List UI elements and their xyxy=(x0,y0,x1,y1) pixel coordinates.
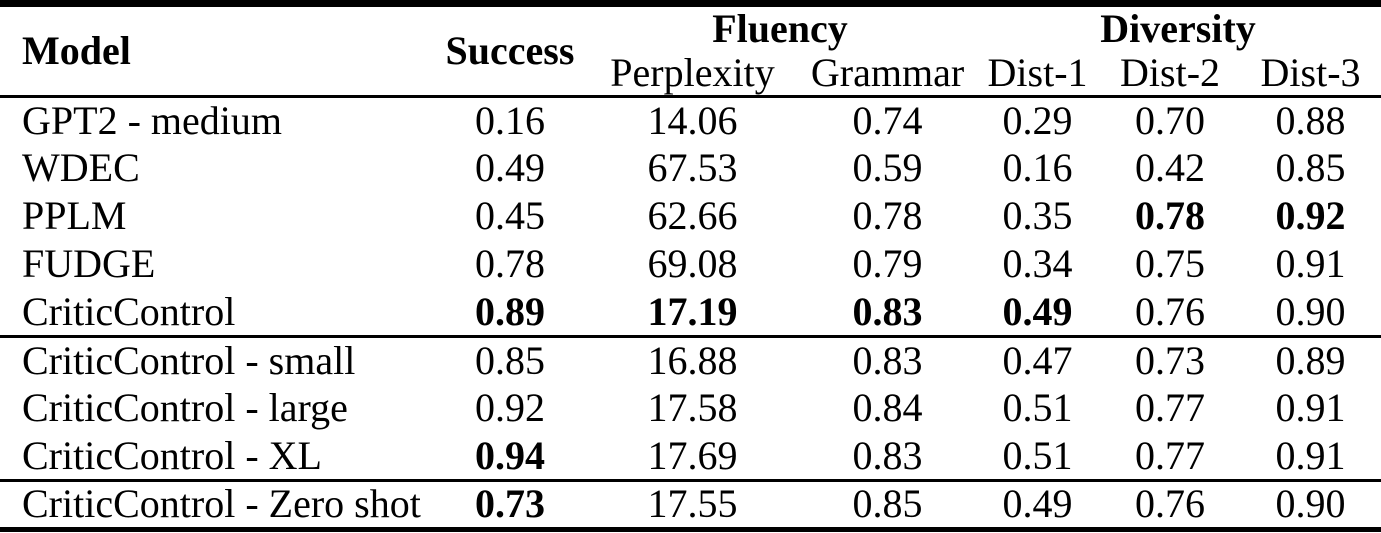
metric-value-cell: 0.76 xyxy=(1135,481,1206,527)
metric-value-cell: 0.35 xyxy=(1002,193,1073,239)
metric-value-cell: 17.19 xyxy=(647,288,738,334)
metric-value-cell: 67.53 xyxy=(647,145,738,191)
metric-value-cell: 0.16 xyxy=(475,98,545,144)
model-name-cell: FUDGE xyxy=(22,241,156,287)
table-row: FUDGE 0.78 69.08 0.79 0.34 0.75 0.91 xyxy=(0,240,1381,288)
col-header-success: Success xyxy=(445,28,575,73)
col-header-perplexity: Perplexity xyxy=(610,50,775,95)
metric-value-cell: 0.85 xyxy=(1275,145,1346,191)
metric-value-cell: 0.51 xyxy=(1002,385,1073,431)
metric-value-cell: 0.92 xyxy=(475,385,545,431)
metric-value-cell: 0.90 xyxy=(1275,481,1346,527)
metric-value-cell: 0.74 xyxy=(852,98,923,144)
metric-value-cell: 0.83 xyxy=(852,288,923,334)
col-header-dist2: Dist-2 xyxy=(1120,50,1221,95)
metric-value-cell: 0.89 xyxy=(1275,338,1346,384)
model-name-cell: CriticControl - XL xyxy=(22,432,322,478)
metric-value-cell: 0.85 xyxy=(852,481,923,527)
col-group-diversity: Diversity xyxy=(1100,6,1256,51)
metric-value-cell: 17.55 xyxy=(647,481,738,527)
table-row: PPLM 0.45 62.66 0.78 0.35 0.78 0.92 xyxy=(0,192,1381,240)
table-row: CriticControl - XL 0.94 17.69 0.83 0.51 … xyxy=(0,432,1381,480)
header-row-groups: Model Success Fluency Diversity xyxy=(0,4,1381,73)
metric-value-cell: 0.75 xyxy=(1135,241,1206,287)
metric-value-cell: 0.76 xyxy=(1135,288,1206,334)
metric-value-cell: 0.91 xyxy=(1275,432,1346,478)
model-size-ablation-group: CriticControl - small 0.85 16.88 0.83 0.… xyxy=(0,336,1381,481)
metric-value-cell: 69.08 xyxy=(647,241,738,287)
metric-value-cell: 0.47 xyxy=(1002,338,1073,384)
metric-value-cell: 0.94 xyxy=(475,432,545,478)
metric-value-cell: 0.78 xyxy=(1135,193,1206,239)
metric-value-cell: 62.66 xyxy=(647,193,738,239)
table-row: CriticControl - Zero shot 0.73 17.55 0.8… xyxy=(0,480,1381,529)
model-name-cell: CriticControl xyxy=(22,288,236,334)
metric-value-cell: 0.78 xyxy=(475,241,545,287)
col-header-dist1: Dist-1 xyxy=(987,50,1088,95)
metric-value-cell: 0.90 xyxy=(1275,288,1346,334)
metric-value-cell: 0.29 xyxy=(1002,98,1073,144)
model-name-cell: CriticControl - large xyxy=(22,385,348,431)
metric-value-cell: 0.51 xyxy=(1002,432,1073,478)
metric-value-cell: 0.89 xyxy=(475,288,545,334)
metric-value-cell: 0.77 xyxy=(1135,432,1206,478)
metric-value-cell: 0.70 xyxy=(1135,98,1206,144)
metric-value-cell: 0.78 xyxy=(852,193,923,239)
metric-value-cell: 0.73 xyxy=(475,481,545,527)
metric-value-cell: 0.77 xyxy=(1135,385,1206,431)
metric-value-cell: 16.88 xyxy=(647,338,738,384)
metric-value-cell: 0.16 xyxy=(1002,145,1073,191)
metric-value-cell: 0.85 xyxy=(475,338,545,384)
model-name-cell: PPLM xyxy=(22,193,127,239)
col-group-fluency: Fluency xyxy=(712,6,848,51)
col-header-grammar: Grammar xyxy=(810,50,965,95)
metric-value-cell: 14.06 xyxy=(647,98,738,144)
model-name-cell: GPT2 - medium xyxy=(22,98,282,144)
metric-value-cell: 0.91 xyxy=(1275,385,1346,431)
col-header-model: Model xyxy=(22,28,131,73)
table-row: CriticControl 0.89 17.19 0.83 0.49 0.76 … xyxy=(0,288,1381,336)
header-row-metrics: Perplexity Grammar Dist-1 Dist-2 Dist-3 xyxy=(0,51,1381,97)
metric-value-cell: 0.34 xyxy=(1002,241,1073,287)
metric-value-cell: 0.92 xyxy=(1275,193,1346,239)
metric-value-cell: 0.49 xyxy=(1002,481,1073,527)
metric-value-cell: 0.83 xyxy=(852,432,923,478)
table-row: CriticControl - small 0.85 16.88 0.83 0.… xyxy=(0,336,1381,384)
metric-value-cell: 0.84 xyxy=(852,385,923,431)
col-header-dist3: Dist-3 xyxy=(1260,50,1361,95)
metric-value-cell: 0.59 xyxy=(852,145,923,191)
table-row: GPT2 - medium 0.16 14.06 0.74 0.29 0.70 … xyxy=(0,97,1381,145)
table-header: Model Success Fluency Diversity Perplexi… xyxy=(0,4,1381,97)
metric-value-cell: 0.42 xyxy=(1135,145,1206,191)
model-name-cell: WDEC xyxy=(22,145,140,191)
metric-value-cell: 0.91 xyxy=(1275,241,1346,287)
table-row: CriticControl - large 0.92 17.58 0.84 0.… xyxy=(0,384,1381,432)
baseline-models-group: GPT2 - medium 0.16 14.06 0.74 0.29 0.70 … xyxy=(0,97,1381,337)
metric-value-cell: 0.83 xyxy=(852,338,923,384)
metric-value-cell: 0.73 xyxy=(1135,338,1206,384)
metric-value-cell: 17.69 xyxy=(647,432,738,478)
metric-value-cell: 0.88 xyxy=(1275,98,1346,144)
metric-value-cell: 0.45 xyxy=(475,193,545,239)
metric-value-cell: 0.79 xyxy=(852,241,923,287)
metric-value-cell: 0.49 xyxy=(475,145,545,191)
table-row: WDEC 0.49 67.53 0.59 0.16 0.42 0.85 xyxy=(0,144,1381,192)
model-name-cell: CriticControl - small xyxy=(22,338,356,384)
model-name-cell: CriticControl - Zero shot xyxy=(22,481,421,527)
metric-value-cell: 0.49 xyxy=(1002,288,1073,334)
zero-shot-group: CriticControl - Zero shot 0.73 17.55 0.8… xyxy=(0,480,1381,529)
metric-value-cell: 17.58 xyxy=(647,385,738,431)
